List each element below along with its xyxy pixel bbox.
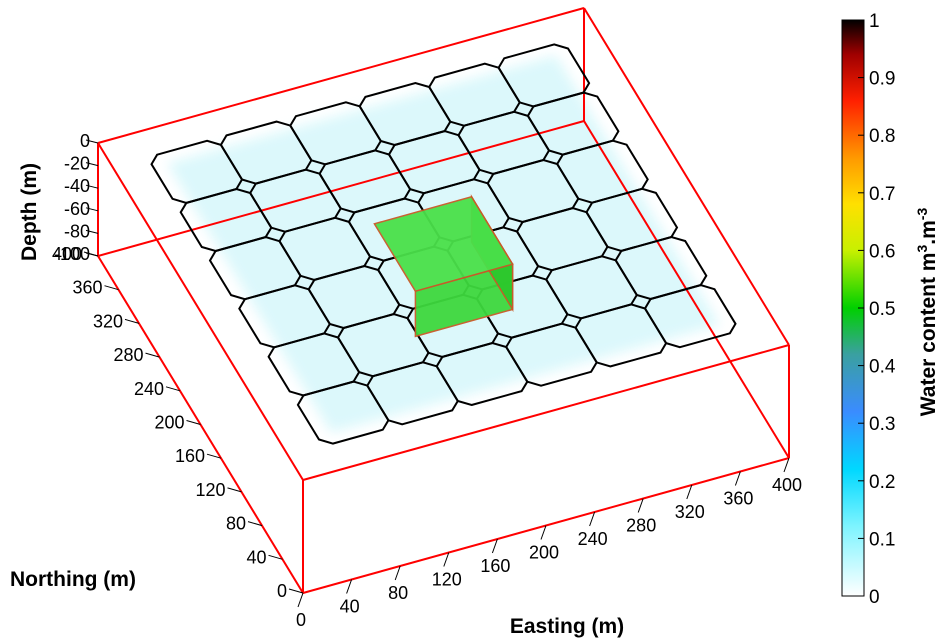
colorbar-title-mid: .m (917, 220, 938, 245)
colorbar-title-sup2: -3 (914, 208, 930, 221)
y-tick-label: 40 (246, 547, 266, 567)
y-tick-mark (145, 352, 160, 358)
x-tick-mark (540, 525, 547, 540)
x-tick-mark (491, 538, 498, 554)
colorbar-title-sup1: 3 (914, 245, 930, 253)
x-tick-label: 280 (626, 516, 656, 536)
x-tick-mark (686, 484, 693, 500)
colorbar-tick-label: 1 (869, 11, 880, 32)
box-edge-back-1 (97, 7, 585, 144)
y-tick-mark (186, 420, 201, 425)
colorbar-tick-label: 0.3 (869, 414, 895, 435)
z-tick-label: -40 (64, 176, 90, 196)
box-edge-back-5 (97, 120, 585, 257)
anomaly-face-2 (373, 195, 514, 293)
z-tick-label: -60 (64, 199, 90, 219)
y-tick-label: 0 (277, 581, 287, 601)
z-tick-label: 0 (80, 131, 90, 151)
z-tick-mark (85, 139, 99, 144)
y-tick-mark (247, 521, 263, 527)
grid-cell (497, 43, 591, 108)
x-tick-label: 320 (675, 502, 705, 522)
x-tick-label: 160 (480, 556, 510, 576)
bounding-box-back (97, 7, 790, 594)
grid-cell (358, 81, 452, 147)
z-tick-label: -80 (64, 221, 90, 241)
x-tick-mark (783, 457, 790, 473)
colorbar-tick-label: 0.9 (869, 69, 895, 90)
z-tick-mark (85, 162, 99, 167)
x-tick-mark (394, 565, 401, 581)
x-tick-mark (637, 498, 644, 513)
x-tick-label: 0 (296, 610, 306, 630)
y-tick-label: 80 (226, 514, 246, 534)
y-tick-mark (206, 453, 222, 459)
y-tick-mark (227, 487, 242, 493)
colorbar-ticks: 0 0.1 0.2 0.3 0.4 0.5 0.6 0.7 0.8 0.9 1 (858, 11, 896, 608)
y-tick-label: 240 (134, 379, 164, 399)
depth-axis: 0 -20-40 -60-80 -100 (54, 131, 99, 264)
x-tick-label: 400 (772, 475, 802, 495)
anomaly-block (373, 194, 514, 338)
y-tick-mark (268, 554, 283, 560)
box-edge-back-2 (583, 7, 790, 346)
x-tick-label: 120 (432, 570, 462, 590)
z-tick-mark (85, 229, 99, 234)
x-tick-label: 360 (723, 489, 753, 509)
cell-grid (150, 43, 737, 445)
grid-cell (150, 139, 244, 204)
z-tick-label: -20 (64, 154, 90, 174)
x-tick-label: 240 (578, 529, 608, 549)
y-tick-label: 200 (154, 413, 184, 433)
x-axis-title: Easting (m) (510, 615, 624, 638)
y-axis-title: Northing (m) (10, 568, 136, 591)
colorbar-tick-label: 0.2 (869, 472, 895, 493)
x-tick-mark (443, 552, 450, 567)
colorbar-tick-label: 0.6 (869, 241, 895, 262)
z-tick-mark (85, 252, 99, 257)
grid-cell (428, 62, 521, 127)
z-tick-mark (85, 207, 99, 212)
x-tick-mark (297, 592, 304, 608)
grid-cell (219, 120, 313, 185)
y-tick-mark (165, 386, 181, 392)
colorbar-title: Water content m3.m-3 (914, 208, 938, 417)
colorbar-tick-label: 0.7 (869, 184, 895, 205)
y-tick-mark (124, 318, 140, 324)
easting-axis: 0 40 80 120 160 200 240 280 320 360 400 (296, 457, 802, 630)
grid-cell (289, 101, 382, 166)
colorbar-tick-label: 0.4 (869, 357, 896, 378)
colorbar-title-main: Water content m (917, 253, 938, 417)
y-tick-label: 360 (72, 278, 102, 298)
y-tick-mark (288, 588, 304, 594)
y-tick-label: 120 (195, 480, 225, 500)
z-axis-title: Depth (m) (18, 163, 41, 261)
z-tick-label: -100 (54, 244, 90, 264)
z-tick-mark (85, 184, 99, 189)
x-tick-label: 40 (340, 597, 360, 617)
colorbar-tick-label: 0.5 (869, 299, 895, 320)
y-tick-label: 320 (93, 311, 123, 331)
x-tick-mark (589, 511, 596, 527)
y-tick-label: 160 (175, 446, 205, 466)
box-edge-front-1 (302, 344, 790, 481)
x-tick-mark (346, 579, 353, 594)
colorbar: 0 0.1 0.2 0.3 0.4 0.5 0.6 0.7 0.8 0.9 1 Water cont… (841, 11, 938, 608)
x-tick-label: 200 (529, 543, 559, 563)
colorbar-tick-label: 0.8 (869, 126, 895, 147)
x-tick-label: 80 (388, 583, 408, 603)
x-tick-mark (734, 471, 741, 486)
box-edge-back-0 (97, 142, 304, 481)
colorbar-tick-label: 0 (869, 587, 880, 608)
y-tick-mark (104, 285, 119, 291)
y-tick-label: 400 (52, 244, 82, 264)
y-tick-label: 280 (113, 345, 143, 365)
colorbar-tick-label: 0.1 (869, 529, 895, 550)
